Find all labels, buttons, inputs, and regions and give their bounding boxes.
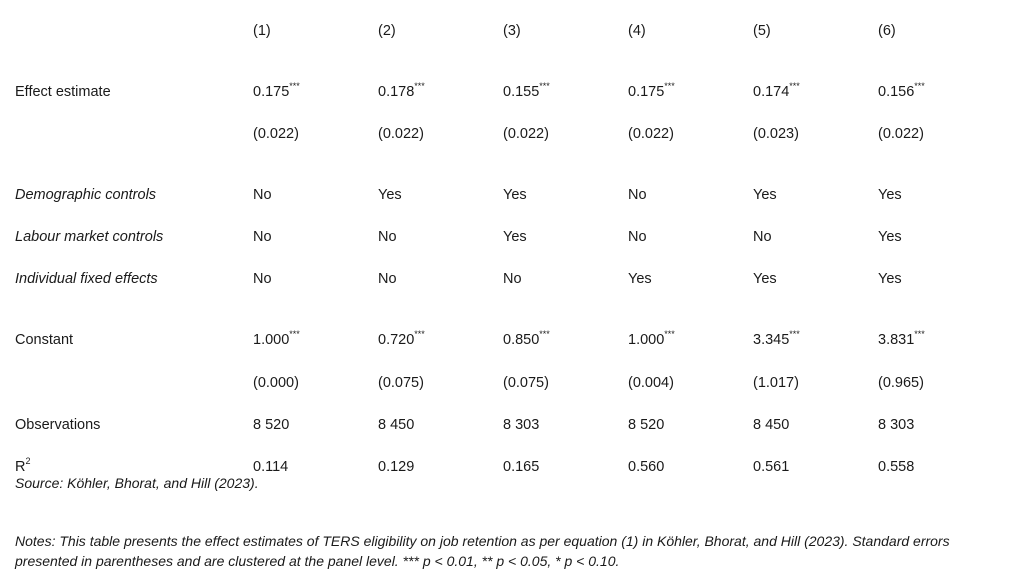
table-cell: No	[253, 187, 272, 203]
table-cell: (0.022)	[503, 126, 549, 142]
table-row-constant-se: (0.000) (0.075) (0.075) (0.004) (1.017) …	[0, 373, 1022, 393]
table-cell: 8 450	[753, 417, 790, 433]
significance-stars: ***	[789, 81, 800, 92]
row-label: Observations	[15, 417, 101, 433]
table-cell: Yes	[503, 187, 527, 203]
table-cell: Yes	[878, 229, 902, 245]
table-cell: No	[753, 229, 772, 245]
column-header: (3)	[503, 23, 521, 39]
table-row-observations: Observations 8 520 8 450 8 303 8 520 8 4…	[0, 415, 1022, 435]
table-cell: 1.000***	[253, 329, 300, 348]
table-cell: 0.155***	[503, 81, 550, 100]
column-header: (4)	[628, 23, 646, 39]
table-cell: (0.965)	[878, 375, 924, 391]
table-cell: 0.156***	[878, 81, 925, 100]
table-cell: 3.345***	[753, 329, 800, 348]
column-header: (1)	[253, 23, 271, 39]
column-header: (6)	[878, 23, 896, 39]
table-cell: Yes	[378, 187, 402, 203]
significance-stars: ***	[664, 81, 675, 92]
significance-stars: ***	[414, 329, 425, 340]
significance-stars: ***	[539, 329, 550, 340]
significance-stars: ***	[414, 81, 425, 92]
row-label-r-squared: R2	[15, 457, 31, 477]
table-cell: 3.831***	[878, 329, 925, 348]
table-cell: 1.000***	[628, 329, 675, 348]
table-row-r-squared: R2 0.114 0.129 0.165 0.560 0.561 0.558	[0, 457, 1022, 477]
table-cell: (0.022)	[628, 126, 674, 142]
table-row-individual-fixed-effects: Individual fixed effects No No No Yes Ye…	[0, 269, 1022, 289]
table-cell: Yes	[753, 187, 777, 203]
table-source-note: Source: Köhler, Bhorat, and Hill (2023).	[15, 475, 259, 491]
r-squared-base: R	[15, 459, 26, 475]
table-cell: 0.165	[503, 459, 540, 475]
table-cell: 0.175***	[628, 81, 675, 100]
table-cell: No	[378, 229, 397, 245]
table-cell: No	[628, 187, 647, 203]
table-cell: No	[503, 271, 522, 287]
table-cell: (0.022)	[378, 126, 424, 142]
table-cell: 0.720***	[378, 329, 425, 348]
r-squared-superscript: 2	[25, 456, 31, 467]
table-cell: No	[253, 271, 272, 287]
table-cell: Yes	[878, 187, 902, 203]
table-cell: Yes	[628, 271, 652, 287]
table-cell: No	[378, 271, 397, 287]
table-notes: Notes: This table presents the effect es…	[15, 533, 950, 569]
significance-stars: ***	[289, 81, 300, 92]
table-cell: No	[628, 229, 647, 245]
row-label: Individual fixed effects	[15, 271, 158, 287]
table-cell: (0.022)	[253, 126, 299, 142]
column-header-row: (1) (2) (3) (4) (5) (6)	[0, 21, 1022, 41]
table-cell: (0.023)	[753, 126, 799, 142]
table-cell: (1.017)	[753, 375, 799, 391]
table-cell: 0.174***	[753, 81, 800, 100]
row-label: Labour market controls	[15, 229, 164, 245]
table-cell: 8 520	[628, 417, 665, 433]
table-cell: Yes	[878, 271, 902, 287]
table-row-effect-estimate: Effect estimate 0.175*** 0.178*** 0.155*…	[0, 82, 1022, 102]
significance-stars: ***	[539, 81, 550, 92]
table-cell: 8 303	[878, 417, 915, 433]
significance-stars: ***	[789, 329, 800, 340]
table-row-effect-se: (0.022) (0.022) (0.022) (0.022) (0.023) …	[0, 124, 1022, 144]
table-cell: 0.178***	[378, 81, 425, 100]
table-cell: 0.558	[878, 459, 915, 475]
significance-stars: ***	[289, 329, 300, 340]
row-label: Effect estimate	[15, 84, 111, 100]
table-cell: (0.022)	[878, 126, 924, 142]
table-cell: 0.114	[253, 459, 289, 475]
table-cell: (0.075)	[503, 375, 549, 391]
table-row-labour-market-controls: Labour market controls No No Yes No No Y…	[0, 227, 1022, 247]
column-header: (2)	[378, 23, 396, 39]
table-cell: 8 450	[378, 417, 415, 433]
row-label: Constant	[15, 332, 74, 348]
table-cell: 0.561	[753, 459, 790, 475]
table-cell: (0.000)	[253, 375, 299, 391]
column-header: (5)	[753, 23, 771, 39]
table-cell: 0.560	[628, 459, 665, 475]
table-cell: (0.004)	[628, 375, 674, 391]
significance-stars: ***	[914, 81, 925, 92]
table-cell: 0.175***	[253, 81, 300, 100]
table-cell: Yes	[503, 229, 527, 245]
table-cell: 8 303	[503, 417, 540, 433]
table-cell: 0.129	[378, 459, 415, 475]
row-label: Demographic controls	[15, 187, 157, 203]
table-cell: Yes	[753, 271, 777, 287]
table-row-demographic-controls: Demographic controls No Yes Yes No Yes Y…	[0, 185, 1022, 205]
table-cell: 0.850***	[503, 329, 550, 348]
table-cell: No	[253, 229, 272, 245]
table-row-constant: Constant 1.000*** 0.720*** 0.850*** 1.00…	[0, 330, 1022, 350]
table-cell: (0.075)	[378, 375, 424, 391]
significance-stars: ***	[664, 329, 675, 340]
significance-stars: ***	[914, 329, 925, 340]
table-cell: 8 520	[253, 417, 290, 433]
